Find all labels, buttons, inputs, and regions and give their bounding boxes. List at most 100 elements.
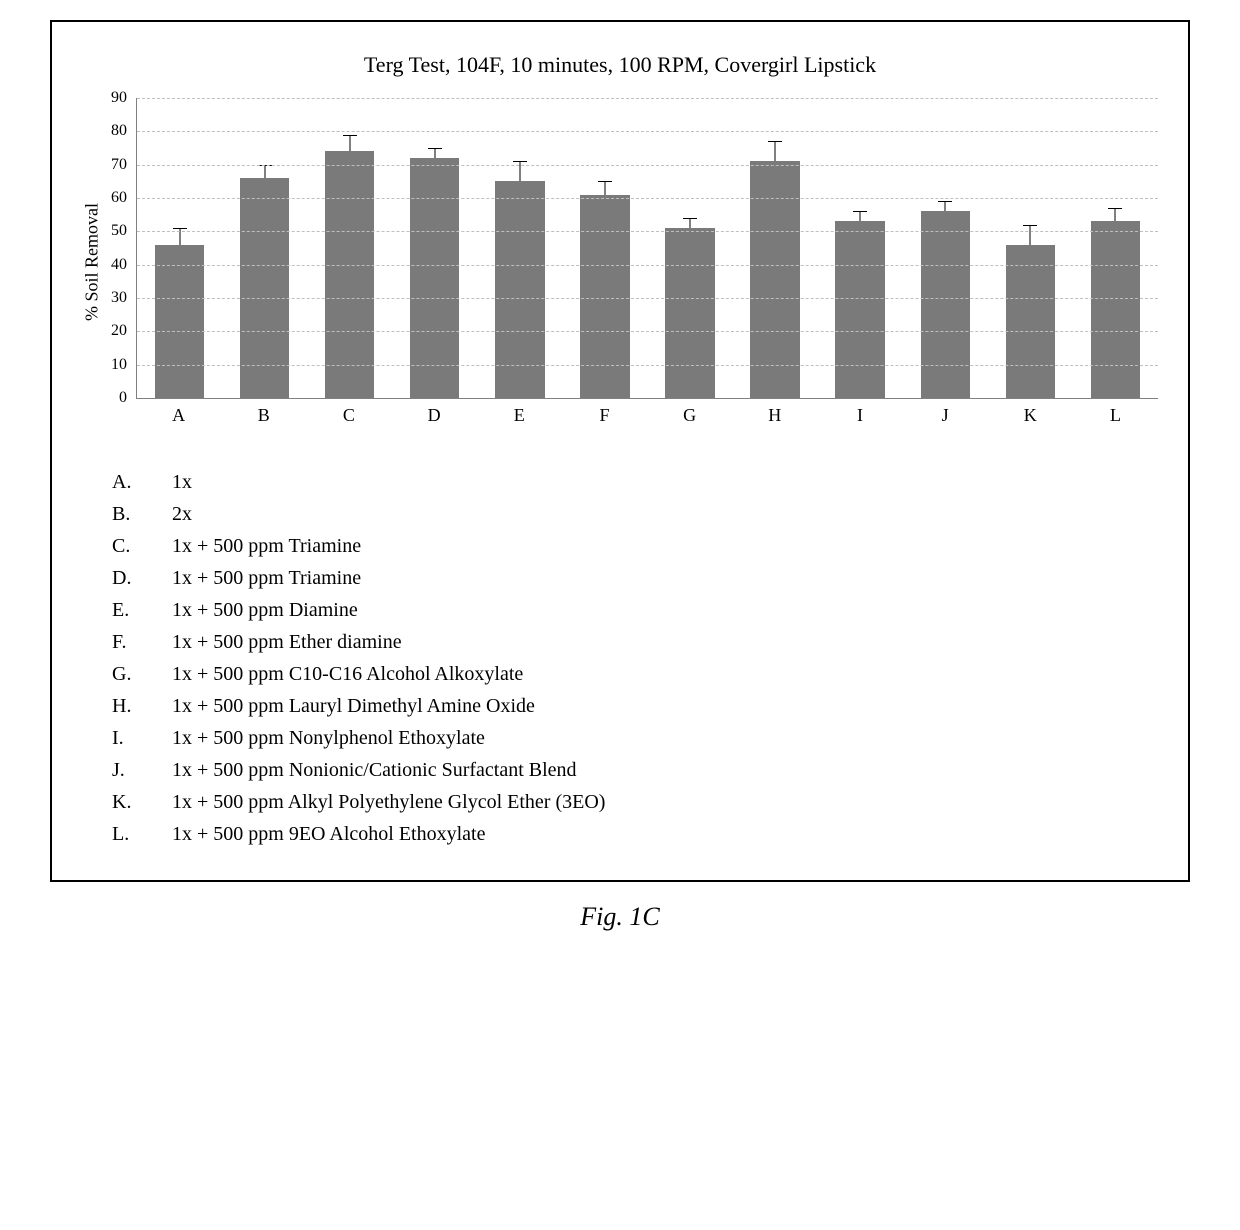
gridline bbox=[137, 331, 1158, 332]
bar-slot bbox=[818, 98, 903, 398]
bar-slot bbox=[562, 98, 647, 398]
bar-slot bbox=[1073, 98, 1158, 398]
bar bbox=[835, 221, 884, 398]
y-tick-label: 20 bbox=[111, 322, 127, 340]
gridline bbox=[137, 365, 1158, 366]
x-tick-label: J bbox=[903, 405, 988, 426]
y-tick-label: 70 bbox=[111, 156, 127, 174]
legend-label: 1x + 500 ppm Triamine bbox=[172, 530, 361, 562]
legend-list: A.1xB.2xC.1x + 500 ppm TriamineD.1x + 50… bbox=[112, 466, 1158, 850]
gridline bbox=[137, 265, 1158, 266]
error-cap bbox=[428, 148, 442, 149]
legend-key: L. bbox=[112, 818, 172, 850]
y-axis-label: % Soil Removal bbox=[82, 203, 103, 321]
legend-label: 1x + 500 ppm Nonylphenol Ethoxylate bbox=[172, 722, 485, 754]
error-cap bbox=[1108, 208, 1122, 209]
x-tick-label: I bbox=[817, 405, 902, 426]
bar bbox=[1006, 245, 1055, 398]
bar-slot bbox=[903, 98, 988, 398]
y-tick-label: 90 bbox=[111, 89, 127, 107]
legend-item: G.1x + 500 ppm C10-C16 Alcohol Alkoxylat… bbox=[112, 658, 1158, 690]
x-axis-labels: ABCDEFGHIJKL bbox=[136, 405, 1158, 426]
figure-frame: Terg Test, 104F, 10 minutes, 100 RPM, Co… bbox=[50, 20, 1190, 882]
legend-item: A.1x bbox=[112, 466, 1158, 498]
x-tick-label: K bbox=[988, 405, 1073, 426]
error-cap bbox=[513, 161, 527, 162]
gridline bbox=[137, 298, 1158, 299]
legend-item: L.1x + 500 ppm 9EO Alcohol Ethoxylate bbox=[112, 818, 1158, 850]
x-tick-label: D bbox=[392, 405, 477, 426]
error-cap bbox=[173, 228, 187, 229]
bar bbox=[155, 245, 204, 398]
error-cap bbox=[598, 181, 612, 182]
chart-area: % Soil Removal 0102030405060708090 ABCDE… bbox=[136, 98, 1158, 426]
gridline bbox=[137, 131, 1158, 132]
bar-slot bbox=[392, 98, 477, 398]
y-tick-label: 50 bbox=[111, 222, 127, 240]
gridline bbox=[137, 98, 1158, 99]
legend-key: I. bbox=[112, 722, 172, 754]
y-tick-label: 30 bbox=[111, 289, 127, 307]
legend-key: A. bbox=[112, 466, 172, 498]
legend-item: F.1x + 500 ppm Ether diamine bbox=[112, 626, 1158, 658]
bar bbox=[410, 158, 459, 398]
legend-item: D.1x + 500 ppm Triamine bbox=[112, 562, 1158, 594]
bar-slot bbox=[477, 98, 562, 398]
legend-item: C.1x + 500 ppm Triamine bbox=[112, 530, 1158, 562]
y-tick-label: 80 bbox=[111, 122, 127, 140]
bars-container bbox=[137, 98, 1158, 398]
legend-label: 1x + 500 ppm Alkyl Polyethylene Glycol E… bbox=[172, 786, 605, 818]
legend-label: 1x + 500 ppm Triamine bbox=[172, 562, 361, 594]
x-tick-label: L bbox=[1073, 405, 1158, 426]
legend-item: B.2x bbox=[112, 498, 1158, 530]
x-tick-label: A bbox=[136, 405, 221, 426]
legend-key: C. bbox=[112, 530, 172, 562]
legend-key: B. bbox=[112, 498, 172, 530]
x-tick-label: C bbox=[306, 405, 391, 426]
legend-label: 1x + 500 ppm Ether diamine bbox=[172, 626, 402, 658]
error-cap bbox=[683, 218, 697, 219]
bar bbox=[665, 228, 714, 398]
error-cap bbox=[938, 201, 952, 202]
plot-region: 0102030405060708090 bbox=[136, 98, 1158, 399]
legend-item: E.1x + 500 ppm Diamine bbox=[112, 594, 1158, 626]
error-cap bbox=[1023, 225, 1037, 226]
bar-slot bbox=[647, 98, 732, 398]
legend-key: H. bbox=[112, 690, 172, 722]
bar bbox=[580, 195, 629, 398]
gridline bbox=[137, 231, 1158, 232]
legend-key: D. bbox=[112, 562, 172, 594]
legend-label: 1x + 500 ppm C10-C16 Alcohol Alkoxylate bbox=[172, 658, 523, 690]
legend-key: E. bbox=[112, 594, 172, 626]
legend-key: J. bbox=[112, 754, 172, 786]
bar-slot bbox=[307, 98, 392, 398]
bar-slot bbox=[137, 98, 222, 398]
legend-key: K. bbox=[112, 786, 172, 818]
bar-slot bbox=[988, 98, 1073, 398]
legend-item: H.1x + 500 ppm Lauryl Dimethyl Amine Oxi… bbox=[112, 690, 1158, 722]
bar bbox=[325, 151, 374, 398]
y-tick-label: 0 bbox=[119, 389, 127, 407]
bar bbox=[921, 211, 970, 398]
error-cap bbox=[853, 211, 867, 212]
legend-label: 1x + 500 ppm 9EO Alcohol Ethoxylate bbox=[172, 818, 485, 850]
y-tick-label: 40 bbox=[111, 256, 127, 274]
gridline bbox=[137, 198, 1158, 199]
error-cap bbox=[768, 141, 782, 142]
legend-item: I.1x + 500 ppm Nonylphenol Ethoxylate bbox=[112, 722, 1158, 754]
chart-title: Terg Test, 104F, 10 minutes, 100 RPM, Co… bbox=[82, 52, 1158, 78]
bar bbox=[750, 161, 799, 398]
gridline bbox=[137, 165, 1158, 166]
legend-label: 1x bbox=[172, 466, 192, 498]
figure-caption: Fig. 1C bbox=[20, 902, 1220, 932]
legend-item: K.1x + 500 ppm Alkyl Polyethylene Glycol… bbox=[112, 786, 1158, 818]
x-tick-label: G bbox=[647, 405, 732, 426]
error-cap bbox=[343, 135, 357, 136]
x-tick-label: E bbox=[477, 405, 562, 426]
legend-key: G. bbox=[112, 658, 172, 690]
bar-slot bbox=[733, 98, 818, 398]
legend-key: F. bbox=[112, 626, 172, 658]
legend-label: 2x bbox=[172, 498, 192, 530]
y-tick-label: 10 bbox=[111, 356, 127, 374]
legend-item: J.1x + 500 ppm Nonionic/Cationic Surfact… bbox=[112, 754, 1158, 786]
